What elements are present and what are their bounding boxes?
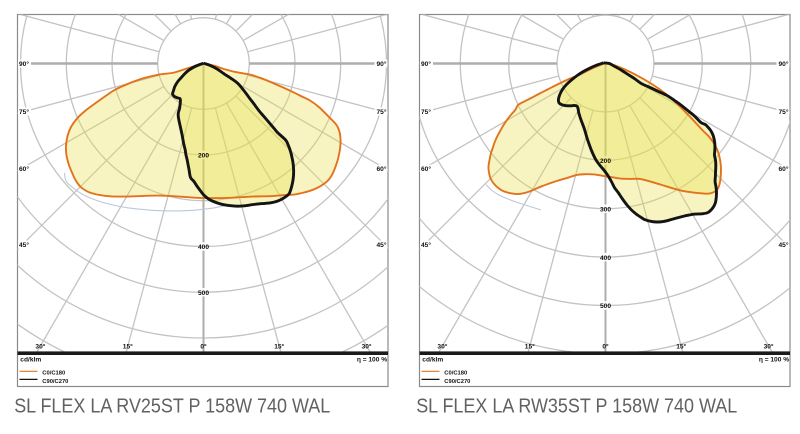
svg-text:30°: 30°: [437, 343, 447, 351]
svg-text:30°: 30°: [35, 343, 45, 351]
svg-text:C90/C270: C90/C270: [42, 379, 68, 385]
svg-text:30°: 30°: [362, 343, 372, 351]
svg-text:400: 400: [600, 255, 611, 262]
svg-text:90°: 90°: [421, 60, 431, 68]
svg-text:cd/klm: cd/klm: [20, 357, 41, 364]
svg-text:η = 100 %: η = 100 %: [759, 357, 789, 364]
svg-text:30°: 30°: [764, 343, 774, 351]
svg-text:75°: 75°: [19, 108, 29, 116]
svg-text:15°: 15°: [525, 343, 535, 351]
svg-text:SL FLEX LA RV25ST P 158W 740 W: SL FLEX LA RV25ST P 158W 740 WAL: [14, 395, 330, 417]
svg-text:C0/C180: C0/C180: [42, 371, 65, 377]
svg-text:60°: 60°: [377, 165, 387, 173]
svg-text:90°: 90°: [377, 60, 387, 68]
svg-text:200: 200: [600, 158, 611, 165]
svg-text:60°: 60°: [19, 165, 29, 173]
svg-text:0°: 0°: [602, 343, 609, 351]
svg-text:90°: 90°: [779, 60, 789, 68]
svg-text:0°: 0°: [200, 343, 207, 351]
svg-text:200: 200: [198, 153, 209, 160]
svg-text:45°: 45°: [19, 241, 29, 249]
svg-text:15°: 15°: [123, 343, 133, 351]
svg-text:45°: 45°: [779, 241, 789, 249]
svg-text:15°: 15°: [274, 343, 284, 351]
svg-text:75°: 75°: [779, 108, 789, 116]
svg-text:60°: 60°: [421, 165, 431, 173]
svg-text:C0/C180: C0/C180: [444, 371, 467, 377]
svg-text:SL FLEX LA RW35ST P 158W 740 W: SL FLEX LA RW35ST P 158W 740 WAL: [416, 395, 737, 417]
svg-text:75°: 75°: [421, 108, 431, 116]
svg-text:500: 500: [600, 303, 611, 310]
svg-text:15°: 15°: [676, 343, 686, 351]
svg-text:300: 300: [600, 206, 611, 213]
svg-text:60°: 60°: [779, 165, 789, 173]
svg-text:cd/klm: cd/klm: [422, 357, 443, 364]
svg-text:45°: 45°: [421, 241, 431, 249]
svg-text:500: 500: [198, 290, 209, 297]
svg-text:C90/C270: C90/C270: [444, 379, 470, 385]
svg-text:400: 400: [198, 244, 209, 251]
svg-text:η = 100 %: η = 100 %: [357, 357, 387, 364]
svg-text:75°: 75°: [377, 108, 387, 116]
svg-text:45°: 45°: [377, 241, 387, 249]
svg-text:90°: 90°: [19, 60, 29, 68]
